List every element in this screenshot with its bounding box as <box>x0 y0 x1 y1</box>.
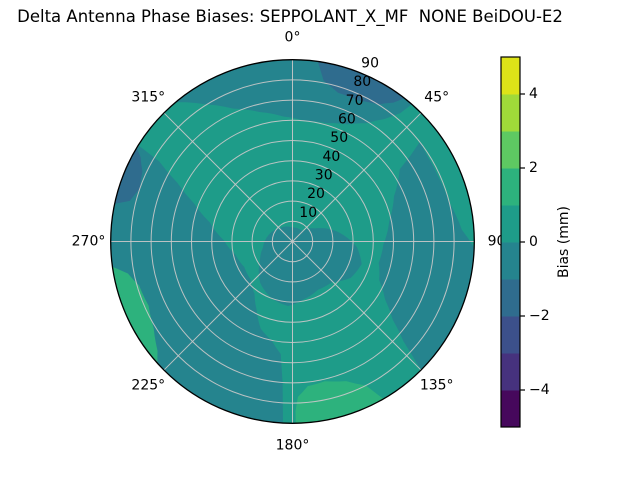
polar-grid-spoke <box>292 241 422 371</box>
colorbar-tick-label: 2 <box>529 160 538 176</box>
radial-tick-label-20: 20 <box>307 186 325 202</box>
colorbar-band <box>501 94 520 132</box>
radial-tick-label-50: 50 <box>330 130 348 146</box>
colorbar-band <box>501 205 520 243</box>
polar-spine <box>110 59 475 424</box>
polar-grid-spoke <box>163 112 293 242</box>
contour-region-west-light-patch <box>112 266 158 364</box>
colorbar-band <box>501 279 520 317</box>
colorbar-band <box>501 131 520 169</box>
plot-title: Delta Antenna Phase Biases: SEPPOLANT_X_… <box>17 7 563 26</box>
contour-region-west-blue-patch <box>114 147 143 204</box>
angular-tick-label-270: 270° <box>72 234 106 250</box>
angular-tick-label-45: 45° <box>424 89 449 105</box>
polar-grid-spoke <box>163 241 293 371</box>
colorbar-band <box>501 316 520 354</box>
radial-tick-label-60: 60 <box>338 112 356 128</box>
angular-tick-label-0: 0° <box>285 30 301 46</box>
contour-region-north-blue-patch <box>317 61 405 105</box>
colorbar-band <box>501 353 520 391</box>
polar-grid <box>110 59 475 424</box>
colorbar-tick-label: 0 <box>529 234 538 250</box>
radial-tick-label-30: 30 <box>315 168 333 184</box>
angular-tick-label-180: 180° <box>276 438 310 454</box>
radial-tick-label-10: 10 <box>299 205 317 221</box>
colorbar-tick-label: −2 <box>529 308 550 324</box>
colorbar-band <box>501 168 520 206</box>
polar-grid-spoke <box>292 112 422 242</box>
colorbar: 4 2 0 −2 −4 Bias (mm) <box>500 56 572 428</box>
colorbar-tick-label: −4 <box>529 382 550 398</box>
radial-tick-label-80: 80 <box>353 74 371 90</box>
radial-tick-label-40: 40 <box>322 149 340 165</box>
contour-region-south-light-patch <box>295 381 384 424</box>
angular-tick-label-225: 225° <box>131 378 165 394</box>
angular-tick-label-135: 135° <box>420 378 454 394</box>
angular-tick-label-315: 315° <box>131 89 165 105</box>
colorbar-band <box>501 390 520 428</box>
radial-tick-label-70: 70 <box>346 93 364 109</box>
contour-region-east-band <box>378 142 475 371</box>
colorbar-band <box>501 242 520 280</box>
colorbar-label: Bias (mm) <box>556 206 572 278</box>
contour-region-center-blob <box>258 226 362 306</box>
radial-tick-label-90: 90 <box>361 56 379 72</box>
colorbar-band <box>501 57 520 95</box>
colorbar-tick-label: 4 <box>529 86 538 102</box>
